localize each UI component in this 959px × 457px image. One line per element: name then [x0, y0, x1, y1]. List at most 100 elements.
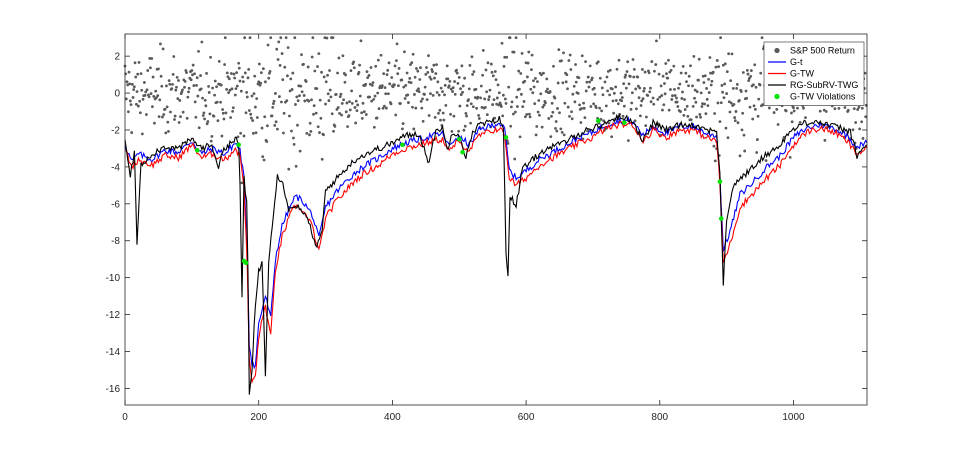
return-point: [262, 158, 266, 162]
return-point: [203, 117, 206, 121]
return-point: [735, 83, 739, 86]
return-point: [713, 112, 716, 115]
return-point: [818, 109, 822, 113]
return-point: [225, 88, 229, 91]
return-point: [149, 66, 152, 70]
return-point: [428, 75, 432, 79]
return-point: [527, 50, 531, 54]
return-point: [665, 72, 668, 76]
return-point: [411, 105, 414, 109]
return-point: [260, 126, 264, 130]
return-point: [564, 80, 568, 84]
return-point: [483, 105, 487, 109]
return-point: [754, 85, 758, 89]
return-point: [694, 100, 698, 104]
return-point: [437, 93, 441, 97]
return-point: [582, 106, 586, 110]
return-point: [709, 71, 712, 75]
return-point: [565, 73, 569, 77]
return-point: [729, 101, 733, 105]
return-point: [231, 109, 235, 113]
return-point: [222, 117, 226, 121]
return-point: [231, 106, 235, 110]
return-point: [247, 109, 251, 112]
return-point: [236, 135, 240, 139]
return-point: [173, 118, 176, 121]
return-point: [469, 102, 473, 106]
return-point: [290, 88, 294, 91]
return-point: [424, 72, 428, 76]
return-point: [632, 67, 636, 71]
return-point: [295, 95, 299, 99]
return-point: [622, 82, 626, 86]
return-point: [300, 90, 304, 94]
return-point: [340, 102, 344, 105]
y-tick-label: -14: [106, 347, 121, 358]
return-point: [568, 53, 572, 57]
return-point: [221, 108, 224, 111]
return-point: [710, 79, 714, 83]
return-point: [508, 36, 512, 40]
return-point: [329, 95, 333, 99]
return-point: [193, 100, 197, 104]
return-point: [328, 88, 332, 92]
return-point: [124, 97, 128, 101]
return-point: [510, 100, 514, 104]
return-point: [131, 96, 135, 99]
return-point: [272, 102, 275, 105]
return-point: [205, 71, 208, 75]
return-point: [725, 70, 729, 74]
return-point: [692, 55, 696, 58]
return-point: [538, 113, 541, 117]
return-point: [556, 81, 560, 85]
return-point: [283, 65, 287, 69]
return-point: [343, 80, 347, 84]
return-point: [177, 79, 180, 82]
return-point: [647, 71, 651, 75]
return-point: [192, 84, 196, 87]
violation-point: [622, 120, 627, 125]
return-point: [387, 61, 391, 65]
return-point: [667, 108, 671, 112]
return-point: [520, 51, 524, 55]
return-point: [535, 125, 539, 128]
return-point: [670, 98, 674, 101]
return-point: [738, 154, 742, 158]
return-point: [168, 82, 172, 86]
return-point: [310, 55, 314, 59]
return-point: [223, 36, 227, 40]
return-point: [183, 85, 186, 89]
return-point: [563, 101, 567, 105]
return-point: [132, 85, 136, 89]
return-point: [160, 84, 164, 88]
y-tick-label: -10: [106, 273, 121, 284]
return-point: [655, 39, 658, 43]
return-point: [745, 68, 749, 72]
return-point: [404, 83, 408, 87]
legend-marker: [774, 47, 780, 54]
return-point: [443, 93, 446, 97]
return-point: [316, 65, 319, 68]
return-point: [393, 64, 397, 68]
return-point: [822, 108, 826, 112]
return-point: [532, 79, 535, 83]
return-point: [626, 139, 630, 142]
return-point: [152, 95, 156, 98]
return-point: [693, 96, 696, 100]
return-point: [764, 159, 768, 162]
return-point: [452, 114, 456, 118]
series-line-g-tw: [124, 120, 868, 384]
return-point: [380, 84, 384, 88]
return-point: [450, 130, 454, 133]
return-point: [551, 110, 555, 114]
return-point: [157, 67, 160, 71]
return-point: [463, 124, 467, 128]
return-point: [367, 74, 371, 77]
return-point: [253, 105, 257, 109]
return-point: [689, 64, 692, 68]
return-point: [258, 83, 262, 87]
return-point: [666, 76, 670, 80]
return-point: [359, 39, 363, 43]
return-point: [687, 84, 690, 88]
return-point: [129, 103, 133, 106]
